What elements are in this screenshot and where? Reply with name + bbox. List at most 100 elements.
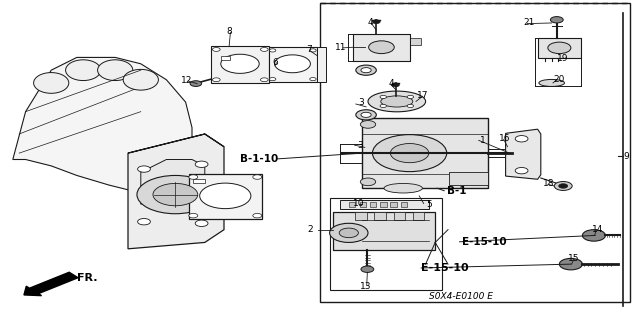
Circle shape <box>138 219 150 225</box>
Circle shape <box>190 81 202 86</box>
Circle shape <box>369 41 394 54</box>
Circle shape <box>212 78 220 82</box>
Circle shape <box>253 213 262 218</box>
Circle shape <box>390 144 429 163</box>
Circle shape <box>275 55 310 73</box>
Circle shape <box>269 49 276 52</box>
Circle shape <box>392 83 399 87</box>
Circle shape <box>407 95 413 99</box>
Polygon shape <box>506 129 541 179</box>
Bar <box>320 3 630 302</box>
Bar <box>410 38 421 45</box>
Text: 1: 1 <box>481 136 486 145</box>
Circle shape <box>195 220 208 226</box>
Circle shape <box>189 213 198 218</box>
Bar <box>394 212 405 220</box>
Circle shape <box>195 161 208 167</box>
Circle shape <box>200 183 251 209</box>
Bar <box>380 202 387 207</box>
Bar <box>193 179 205 183</box>
Bar <box>353 34 410 61</box>
Circle shape <box>559 184 568 188</box>
Circle shape <box>515 167 528 174</box>
Circle shape <box>360 178 376 186</box>
Bar <box>349 202 355 207</box>
Bar <box>340 200 429 209</box>
Circle shape <box>515 136 528 142</box>
Bar <box>360 202 366 207</box>
Circle shape <box>310 49 316 52</box>
Circle shape <box>361 68 371 73</box>
Text: B-1-10: B-1-10 <box>239 154 278 164</box>
Polygon shape <box>317 47 326 82</box>
Polygon shape <box>141 160 205 204</box>
Polygon shape <box>362 118 488 188</box>
Bar <box>211 46 269 83</box>
Text: E-15-10: E-15-10 <box>462 237 507 247</box>
Text: 10: 10 <box>353 199 364 208</box>
Text: FR.: FR. <box>77 272 97 283</box>
Ellipse shape <box>34 73 69 93</box>
Text: 2: 2 <box>307 225 312 234</box>
Circle shape <box>559 258 582 270</box>
Circle shape <box>153 183 198 206</box>
Circle shape <box>138 166 150 172</box>
Ellipse shape <box>381 96 413 107</box>
Circle shape <box>269 78 276 81</box>
Circle shape <box>372 20 380 24</box>
Text: 4: 4 <box>389 79 394 88</box>
Bar <box>189 174 262 219</box>
Ellipse shape <box>65 60 101 81</box>
Text: 6: 6 <box>273 58 278 67</box>
Text: 14: 14 <box>592 225 604 234</box>
Text: S0X4-E0100 E: S0X4-E0100 E <box>429 292 493 301</box>
Text: 21: 21 <box>523 19 534 27</box>
Circle shape <box>137 175 214 214</box>
Circle shape <box>221 54 259 73</box>
Circle shape <box>356 65 376 75</box>
Text: 20: 20 <box>554 75 565 84</box>
Circle shape <box>260 48 268 51</box>
Bar <box>374 212 386 220</box>
Circle shape <box>582 230 605 241</box>
Bar <box>333 212 435 250</box>
Circle shape <box>548 42 571 54</box>
Text: 12: 12 <box>181 76 193 85</box>
Text: 8: 8 <box>227 27 232 36</box>
Circle shape <box>407 104 413 108</box>
Bar <box>355 212 367 220</box>
Circle shape <box>212 48 220 51</box>
Bar <box>538 38 581 58</box>
Text: 4: 4 <box>367 18 372 27</box>
Text: 15: 15 <box>568 254 579 263</box>
Circle shape <box>339 228 358 238</box>
Circle shape <box>189 175 198 179</box>
Text: 9: 9 <box>623 152 628 161</box>
Circle shape <box>554 182 572 190</box>
Circle shape <box>372 135 447 172</box>
Bar <box>401 202 407 207</box>
Text: 3: 3 <box>358 98 364 107</box>
Bar <box>330 198 442 290</box>
Polygon shape <box>128 134 224 249</box>
Circle shape <box>360 121 376 128</box>
Circle shape <box>380 104 387 108</box>
Circle shape <box>253 175 262 179</box>
Text: 3: 3 <box>357 141 362 150</box>
Circle shape <box>361 266 374 272</box>
Circle shape <box>260 78 268 82</box>
Circle shape <box>330 223 368 242</box>
Polygon shape <box>13 57 192 191</box>
Text: 7: 7 <box>307 45 312 54</box>
FancyArrow shape <box>24 272 78 296</box>
Bar <box>221 56 230 60</box>
Ellipse shape <box>539 79 564 86</box>
Polygon shape <box>128 134 224 153</box>
Circle shape <box>380 95 387 99</box>
Circle shape <box>310 78 316 81</box>
Text: 19: 19 <box>557 54 569 63</box>
Text: 18: 18 <box>543 179 555 188</box>
Ellipse shape <box>384 183 422 193</box>
Text: 13: 13 <box>360 282 372 291</box>
Text: 17: 17 <box>417 91 428 100</box>
